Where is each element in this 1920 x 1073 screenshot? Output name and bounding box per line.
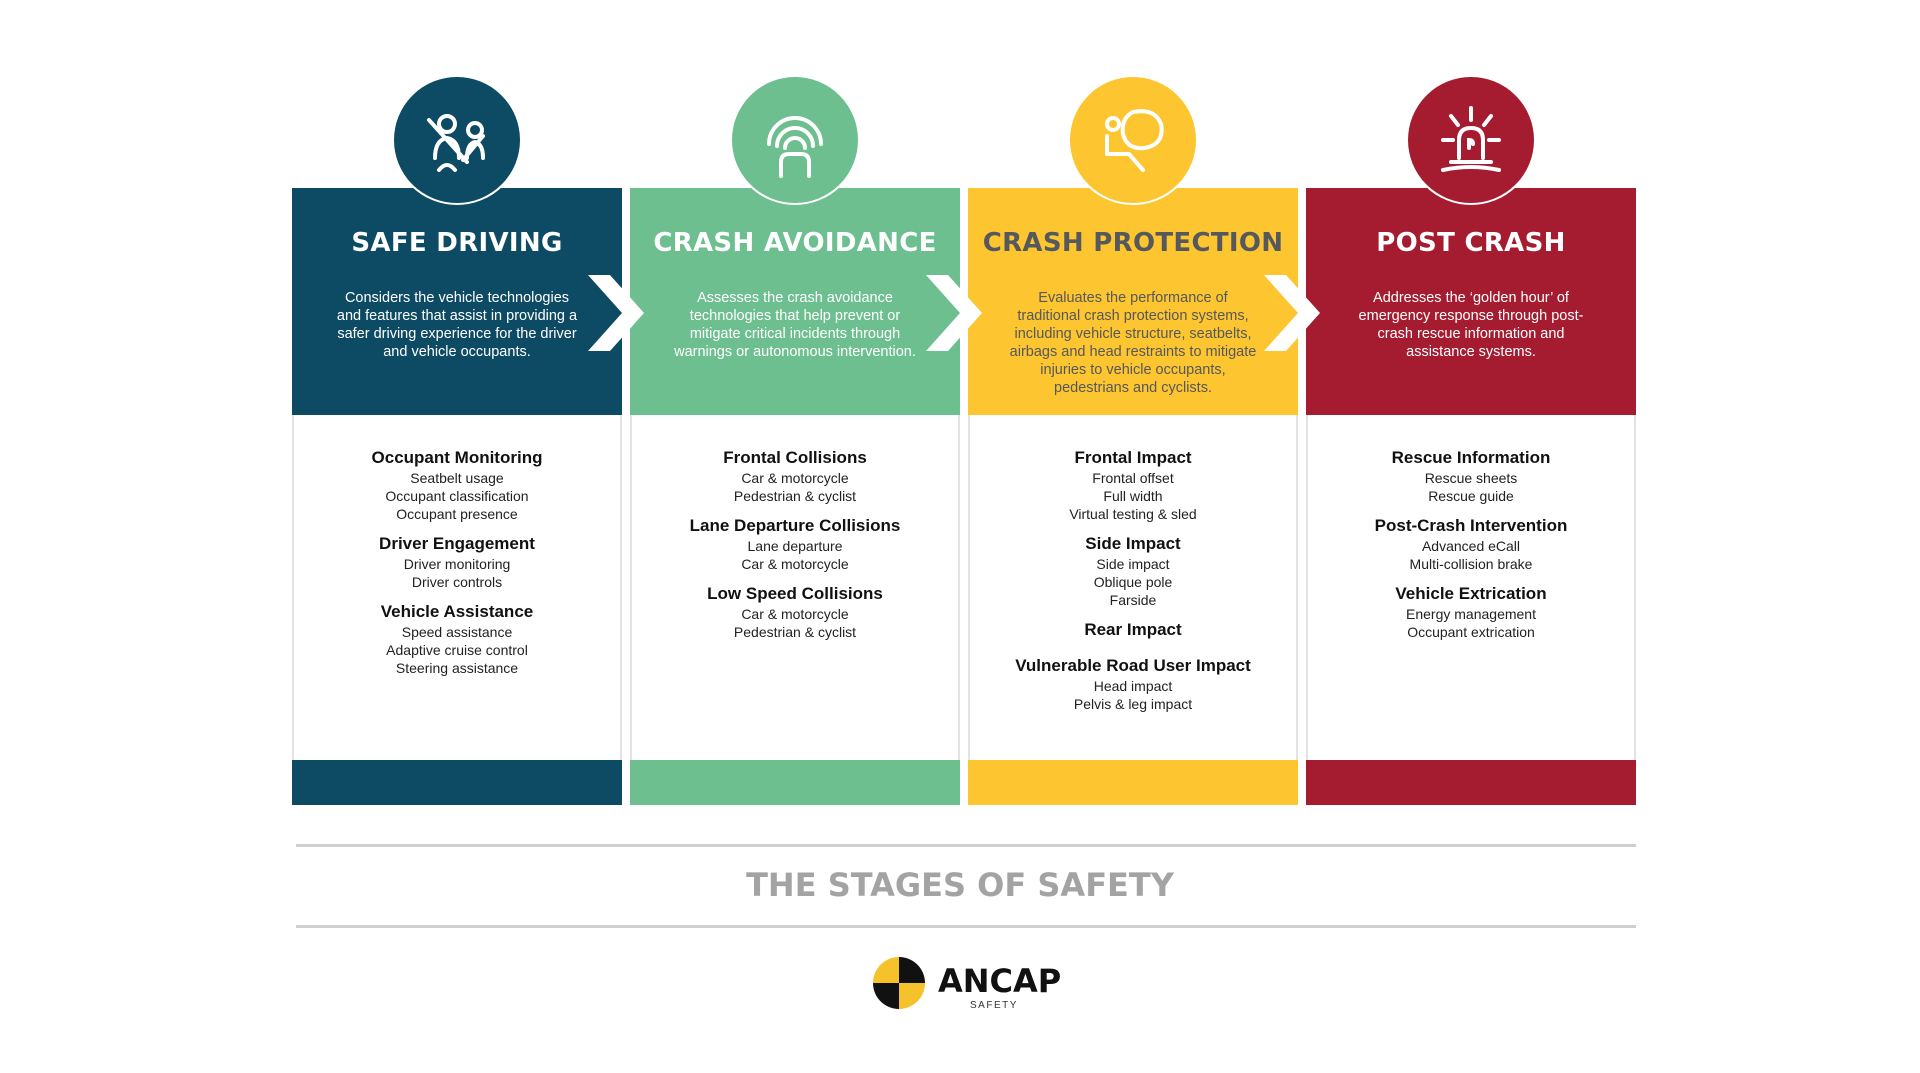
criteria-item: Full width bbox=[1103, 488, 1163, 504]
criteria-item: Oblique pole bbox=[1093, 574, 1173, 590]
ancap-logo-subtext: SAFETY bbox=[970, 1000, 1018, 1011]
stage-title: CRASH AVOIDANCE bbox=[653, 228, 937, 258]
criteria-heading: Rescue Information bbox=[1391, 448, 1551, 467]
criteria-item: Rescue sheets bbox=[1424, 470, 1518, 486]
stage-header: POST CRASH Addresses the ‘golden hour’ o… bbox=[1306, 188, 1636, 415]
criteria-heading: Frontal Collisions bbox=[723, 448, 867, 467]
criteria-heading: Driver Engagement bbox=[379, 534, 535, 553]
stage-footer-bar bbox=[968, 760, 1298, 805]
criteria-item: Occupant presence bbox=[396, 506, 518, 522]
criteria-item: Occupant extrication bbox=[1407, 624, 1535, 640]
criteria-item: Lane departure bbox=[747, 538, 843, 554]
criteria-item: Head impact bbox=[1093, 678, 1173, 694]
stage-body: Occupant Monitoring Seatbelt usage Occupan… bbox=[292, 415, 622, 762]
criteria-group: Driver Engagement Driver monitoring Driver… bbox=[294, 533, 620, 591]
ancap-logo-text: ANCAP bbox=[938, 962, 1062, 1000]
stage-description: Evaluates the performance of traditional… bbox=[1009, 290, 1257, 396]
stage-card-crash-avoidance: CRASH AVOIDANCE Assesses the crash avoid… bbox=[630, 188, 960, 805]
car-sensor-icon-badge bbox=[730, 75, 860, 205]
criteria-heading: Vehicle Assistance bbox=[380, 602, 534, 621]
stage-description: Considers the vehicle technologies and f… bbox=[336, 290, 578, 360]
criteria-group: Rear Impact bbox=[970, 619, 1296, 641]
criteria-item: Driver controls bbox=[411, 574, 503, 590]
criteria-item: Advanced eCall bbox=[1421, 538, 1521, 554]
criteria-group: Frontal Collisions Car & motorcycle Pedest… bbox=[632, 447, 958, 505]
stage-body: Rescue Information Rescue sheets Rescue gu… bbox=[1306, 415, 1636, 762]
criteria-heading: Rear Impact bbox=[1084, 620, 1182, 639]
criteria-group: Low Speed Collisions Car & motorcycle Pede… bbox=[632, 583, 958, 641]
car-sensor-icon bbox=[767, 116, 823, 178]
criteria-item: Car & motorcycle bbox=[741, 556, 849, 572]
criteria-heading: Side Impact bbox=[1085, 534, 1181, 553]
divider-bottom bbox=[296, 925, 1636, 928]
stage-description: Addresses the ‘golden hour’ of emergency… bbox=[1358, 290, 1584, 360]
stage-title: POST CRASH bbox=[1376, 228, 1566, 258]
criteria-item: Speed assistance bbox=[401, 624, 513, 640]
stage-header: CRASH PROTECTION Evaluates the performan… bbox=[968, 188, 1298, 415]
criteria-item: Multi-collision brake bbox=[1409, 556, 1533, 572]
stage-body: Frontal Impact Frontal offset Full width Vi… bbox=[968, 415, 1298, 762]
criteria-item: Seatbelt usage bbox=[410, 470, 504, 486]
criteria-item: Car & motorcycle bbox=[741, 606, 849, 622]
criteria-item: Car & motorcycle bbox=[741, 470, 849, 486]
stage-card-safe-driving: SAFE DRIVING Considers the vehicle techn… bbox=[292, 188, 622, 805]
criteria-heading: Frontal Impact bbox=[1074, 448, 1192, 467]
stage-header: SAFE DRIVING Considers the vehicle techn… bbox=[292, 188, 622, 415]
criteria-heading: Vulnerable Road User Impact bbox=[1015, 656, 1251, 675]
stage-footer-bar bbox=[292, 760, 622, 805]
stages-title: THE STAGES OF SAFETY bbox=[746, 866, 1174, 904]
stage-card-crash-protection: CRASH PROTECTION Evaluates the performan… bbox=[968, 188, 1298, 805]
criteria-item: Pelvis & leg impact bbox=[1073, 696, 1193, 712]
criteria-item: Pedestrian & cyclist bbox=[733, 624, 857, 640]
criteria-heading: Low Speed Collisions bbox=[707, 584, 883, 603]
criteria-item: Pedestrian & cyclist bbox=[733, 488, 857, 504]
criteria-group: Vehicle Assistance Speed assistance Adapti… bbox=[294, 601, 620, 677]
emergency-beacon-icon-badge bbox=[1406, 75, 1536, 205]
criteria-item: Farside bbox=[1109, 592, 1157, 608]
criteria-heading: Lane Departure Collisions bbox=[689, 516, 901, 535]
criteria-group: Post-Crash Intervention Advanced eCall Mul… bbox=[1308, 515, 1634, 573]
criteria-heading: Occupant Monitoring bbox=[371, 448, 543, 467]
criteria-item: Virtual testing & sled bbox=[1069, 506, 1197, 522]
stage-footer-bar bbox=[1306, 760, 1636, 805]
occupant-seatbelt-icon bbox=[427, 114, 485, 172]
criteria-heading: Vehicle Extrication bbox=[1395, 584, 1547, 603]
criteria-group: Vulnerable Road User Impact Head impact Pe… bbox=[970, 655, 1296, 713]
criteria-group: Frontal Impact Frontal offset Full width Vi… bbox=[970, 447, 1296, 523]
criteria-group: Occupant Monitoring Seatbelt usage Occupan… bbox=[294, 447, 620, 523]
stage-card-post-crash: POST CRASH Addresses the ‘golden hour’ o… bbox=[1306, 188, 1636, 805]
ancap-logo-icon bbox=[873, 957, 925, 1009]
criteria-item: Rescue guide bbox=[1428, 488, 1514, 504]
criteria-group: Vehicle Extrication Energy management Occu… bbox=[1308, 583, 1634, 641]
criteria-item: Adaptive cruise control bbox=[386, 642, 528, 658]
stage-body: Frontal Collisions Car & motorcycle Pedest… bbox=[630, 415, 960, 762]
occupant-seatbelt-icon-badge bbox=[392, 75, 522, 205]
stage-description: Assesses the crash avoidance technologie… bbox=[674, 290, 916, 360]
airbag-icon bbox=[1105, 109, 1164, 172]
criteria-item: Driver monitoring bbox=[403, 556, 511, 572]
stage-header: CRASH AVOIDANCE Assesses the crash avoid… bbox=[630, 188, 960, 415]
criteria-item: Occupant classification bbox=[385, 488, 529, 504]
criteria-heading: Post-Crash Intervention bbox=[1374, 516, 1568, 535]
criteria-group: Rescue Information Rescue sheets Rescue gu… bbox=[1308, 447, 1634, 505]
emergency-beacon-icon bbox=[1441, 106, 1501, 172]
criteria-group: Side Impact Side impact Oblique pole Farsid… bbox=[970, 533, 1296, 609]
criteria-item: Frontal offset bbox=[1092, 470, 1174, 486]
criteria-item: Energy management bbox=[1406, 606, 1536, 622]
airbag-icon-badge bbox=[1068, 75, 1198, 205]
criteria-group: Lane Departure Collisions Lane departure C… bbox=[632, 515, 958, 573]
stage-title: CRASH PROTECTION bbox=[982, 228, 1284, 258]
chevron-right-icon bbox=[926, 275, 982, 351]
criteria-item: Side impact bbox=[1096, 556, 1170, 572]
stage-title: SAFE DRIVING bbox=[351, 228, 563, 258]
divider-top bbox=[296, 844, 1636, 847]
chevron-right-icon bbox=[588, 275, 644, 351]
stage-footer-bar bbox=[630, 760, 960, 805]
chevron-right-icon bbox=[1264, 275, 1320, 351]
criteria-item: Steering assistance bbox=[395, 660, 519, 676]
